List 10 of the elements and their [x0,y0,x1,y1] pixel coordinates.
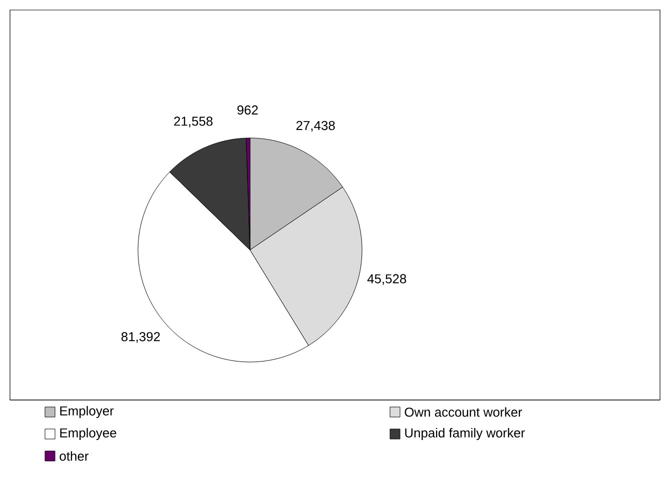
data-label: 962 [237,105,258,115]
legend-label: Employer [60,406,114,418]
legend-label: Employee [60,428,116,440]
data-label: 45,528 [367,274,406,285]
legend-label: other [60,451,88,461]
legend-label: Unpaid family worker [405,428,525,440]
data-label: 21,558 [174,116,213,128]
legend-label: Own account worker [404,407,522,417]
data-label: 81,392 [121,332,160,343]
data-label: 27,438 [296,120,335,132]
